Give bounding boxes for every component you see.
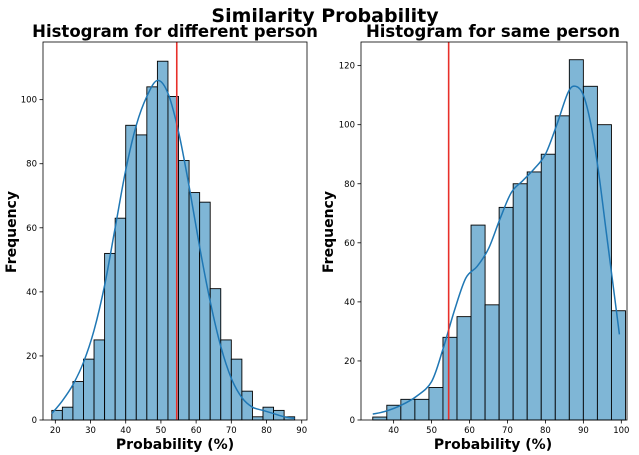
right-panel: Histogram for same person Probability (%…: [321, 22, 629, 453]
left-plot-area: 20 30 40 50 60 70 80 90 0 20 40 60 80 100: [21, 41, 308, 436]
left-x-tick-label: 60: [191, 426, 202, 436]
right-histogram-bar: [484, 304, 500, 421]
right-y-axis-label: Frequency: [321, 191, 337, 273]
right-histogram-bar: [414, 398, 430, 421]
right-histogram-bar: [512, 183, 528, 421]
left-histogram-bar: [188, 192, 201, 421]
right-x-tick-label: 100: [613, 426, 629, 436]
left-panel: Histogram for different person Probabili…: [4, 22, 318, 453]
left-histogram-bar: [83, 358, 95, 421]
left-panel-title: Histogram for different person: [32, 22, 318, 41]
right-histogram-bar: [456, 316, 472, 421]
left-histogram-bar: [156, 60, 169, 421]
left-histogram-bar: [61, 406, 74, 421]
right-histogram-bar: [470, 224, 486, 421]
left-histogram-bar: [199, 201, 211, 421]
right-y-tick-label: 80: [344, 180, 355, 190]
right-x-tick-label: 60: [464, 426, 475, 436]
left-x-tick-label: 50: [156, 426, 167, 436]
right-histogram-bar: [498, 206, 514, 421]
left-histogram-bar: [135, 134, 148, 421]
right-histogram-bar: [386, 404, 402, 421]
right-histogram-bar: [582, 85, 598, 421]
left-x-tick-label: 30: [85, 426, 96, 436]
right-x-tick-label: 50: [426, 426, 437, 436]
right-y-tick-label: 0: [350, 416, 355, 426]
figure-title: Similarity Probability: [211, 5, 439, 27]
left-x-tick-label: 40: [120, 426, 131, 436]
left-y-tick-label: 80: [26, 160, 37, 170]
right-kde-curve: [372, 85, 621, 415]
right-x-axis-label: Probability (%): [434, 437, 552, 453]
right-histogram-bar: [596, 124, 612, 421]
right-histogram-bar: [554, 115, 570, 421]
right-x-tick-label: 40: [388, 426, 399, 436]
right-histogram-bar: [442, 336, 458, 421]
right-histogram-bar: [372, 416, 388, 421]
left-y-tick-label: 0: [32, 416, 37, 426]
left-histogram-bar: [114, 217, 127, 421]
right-x-tick-label: 90: [578, 426, 589, 436]
right-y-tick-label: 100: [339, 121, 355, 131]
left-x-tick-label: 80: [261, 426, 272, 436]
right-axes-frame: [360, 41, 628, 421]
left-y-tick-label: 20: [26, 352, 37, 362]
right-y-tick-label: 120: [339, 62, 355, 72]
left-axes-frame: [42, 41, 308, 421]
right-histogram-bar: [428, 387, 444, 421]
left-x-tick-label: 70: [226, 426, 237, 436]
left-histogram-bar: [93, 339, 106, 421]
left-histogram-bar: [72, 381, 84, 421]
left-kde-curve: [51, 79, 295, 420]
right-y-tick-label: 40: [344, 298, 355, 308]
right-histogram-bar: [526, 171, 542, 421]
right-panel-title: Histogram for same person: [366, 22, 620, 41]
right-y-tick-label: 20: [344, 357, 355, 367]
right-x-tick-label: 70: [502, 426, 513, 436]
left-histogram-bar: [178, 160, 190, 421]
left-y-tick-label: 40: [26, 288, 37, 298]
left-x-tick-label: 20: [50, 426, 61, 436]
left-y-tick-label: 100: [21, 96, 37, 106]
left-y-tick-label: 60: [26, 224, 37, 234]
left-histogram-bar: [251, 416, 264, 421]
right-y-tick-label: 60: [344, 239, 355, 249]
left-y-axis-label: Frequency: [4, 191, 20, 273]
right-x-tick-label: 80: [540, 426, 551, 436]
right-histogram-bar: [568, 59, 584, 421]
left-x-tick-label: 90: [296, 426, 307, 436]
left-histogram-bar: [125, 124, 137, 421]
right-histogram-bar: [540, 153, 556, 421]
left-histogram-bar: [146, 86, 158, 421]
left-x-axis-label: Probability (%): [116, 437, 234, 453]
right-plot-area: 40 50 60 70 80 90 100 0 20 40 60 80 100 120: [339, 41, 629, 436]
